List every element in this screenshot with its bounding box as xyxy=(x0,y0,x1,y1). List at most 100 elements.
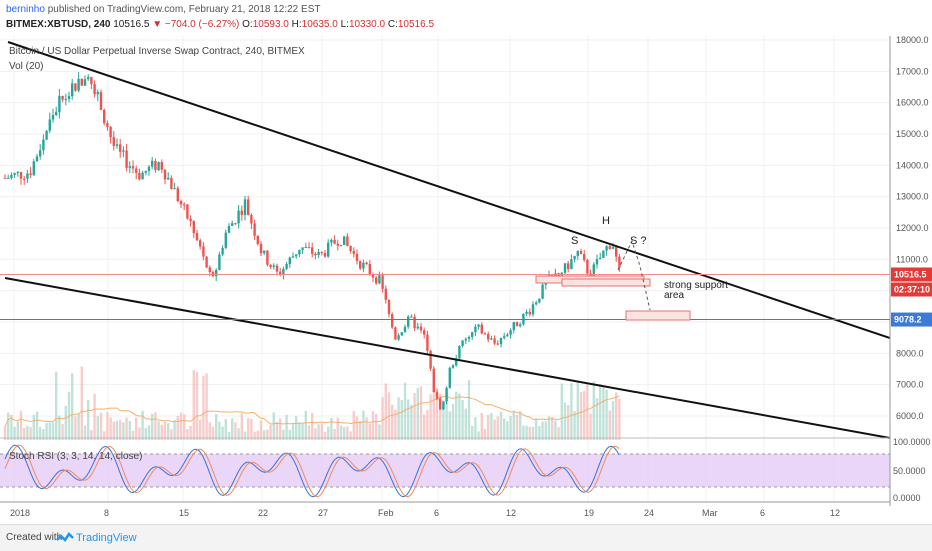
candle-body xyxy=(167,177,170,180)
countdown-badge-bg xyxy=(891,282,932,297)
volume-bar xyxy=(359,420,362,440)
volume-bar xyxy=(288,429,291,440)
chart-title: Bitcoin / US Dollar Perpetual Inverse Sw… xyxy=(9,46,305,57)
candle-body xyxy=(301,247,304,250)
candle-body xyxy=(298,249,301,255)
volume-bar xyxy=(157,421,160,440)
candle-body xyxy=(330,239,333,243)
volume-bar xyxy=(432,393,435,440)
volume-bar xyxy=(458,393,461,440)
volume-bar xyxy=(35,411,39,440)
volume-bar xyxy=(490,413,493,440)
candle-body xyxy=(23,178,26,180)
volume-bar xyxy=(269,425,272,440)
volume-bar xyxy=(275,421,279,440)
candle-body xyxy=(333,239,336,244)
volume-bar xyxy=(138,427,141,440)
candle-body xyxy=(503,336,506,338)
volume-bar xyxy=(154,412,157,440)
candle-body xyxy=(80,78,83,86)
volume-bar xyxy=(531,426,535,440)
volume-bar xyxy=(314,428,317,440)
volume-bar xyxy=(122,422,125,440)
candle-body xyxy=(423,330,426,335)
volume-bar xyxy=(55,371,58,440)
volume-bar xyxy=(74,416,77,440)
candle-body xyxy=(349,245,352,252)
volume-bar xyxy=(349,431,352,440)
candle-body xyxy=(368,264,371,275)
candle-body xyxy=(240,210,243,215)
volume-bar xyxy=(522,425,525,440)
candle-body xyxy=(474,326,477,333)
candle-body xyxy=(160,162,163,170)
candle-body xyxy=(202,246,205,257)
candle-body xyxy=(205,256,208,268)
candle-body xyxy=(493,338,496,344)
candle-body xyxy=(115,144,119,146)
candle-body xyxy=(471,332,474,337)
volume-bar xyxy=(87,400,90,440)
volume-bar xyxy=(167,423,170,440)
volume-bar xyxy=(560,383,563,440)
volume-bar xyxy=(90,430,93,440)
candle-body xyxy=(458,346,461,359)
candle-body xyxy=(237,210,240,224)
volume-bar xyxy=(410,404,413,440)
volume-bar xyxy=(259,420,263,440)
volume-bar xyxy=(525,425,528,440)
candle-body xyxy=(51,114,55,120)
volume-bar xyxy=(611,401,615,440)
volume-bar xyxy=(487,415,490,440)
volume-bar xyxy=(195,372,199,440)
symbol-label[interactable]: BITMEX:XBTUSD, 240 xyxy=(6,19,111,30)
candle-body xyxy=(365,262,368,265)
volume-bar xyxy=(10,414,13,440)
volume-bar xyxy=(535,418,538,440)
candle-body xyxy=(227,225,231,233)
candle-body xyxy=(592,264,595,279)
volume-bar xyxy=(16,421,19,440)
volume-bar xyxy=(218,421,221,440)
volume-bar xyxy=(483,428,487,440)
down-arrow-icon: ▼ xyxy=(152,19,163,30)
price-tick-label: 18000.0 xyxy=(896,36,929,45)
candle-body xyxy=(279,271,282,276)
volume-bar xyxy=(272,412,275,440)
volume-bar xyxy=(103,431,106,440)
candle-body xyxy=(208,267,211,273)
volume-bar xyxy=(519,411,522,440)
volume-bar xyxy=(304,410,307,440)
volume-bar xyxy=(416,388,419,440)
close-value: 10516.5 xyxy=(397,19,435,30)
volume-bar xyxy=(499,411,503,440)
volume-bar xyxy=(112,421,115,440)
volume-bar xyxy=(247,418,250,440)
candle-body xyxy=(314,253,317,256)
volume-bar xyxy=(474,417,477,440)
volume-bar xyxy=(592,381,595,440)
volume-bar xyxy=(253,431,256,440)
price-tick-label: 13000.0 xyxy=(896,192,929,202)
candle-body xyxy=(583,253,586,260)
candle-body xyxy=(32,161,35,176)
author-link[interactable]: berninho xyxy=(6,4,45,15)
candle-body xyxy=(535,302,538,305)
support-price-badge-bg xyxy=(891,312,932,327)
volume-bar xyxy=(362,410,365,440)
volume-bar xyxy=(413,393,416,440)
candle-body xyxy=(170,177,173,190)
candle-body xyxy=(407,316,410,327)
candle-body xyxy=(519,324,522,327)
volume-bar xyxy=(295,416,298,440)
volume-bar xyxy=(99,412,103,440)
volume-bar xyxy=(234,422,237,440)
candle-body xyxy=(410,316,413,318)
volume-bar xyxy=(391,404,394,440)
volume-bar xyxy=(471,425,474,440)
candle-body xyxy=(99,92,103,110)
volume-bar xyxy=(403,382,407,440)
volume-bar xyxy=(106,412,109,440)
tradingview-brand[interactable]: TradingView xyxy=(76,532,137,544)
